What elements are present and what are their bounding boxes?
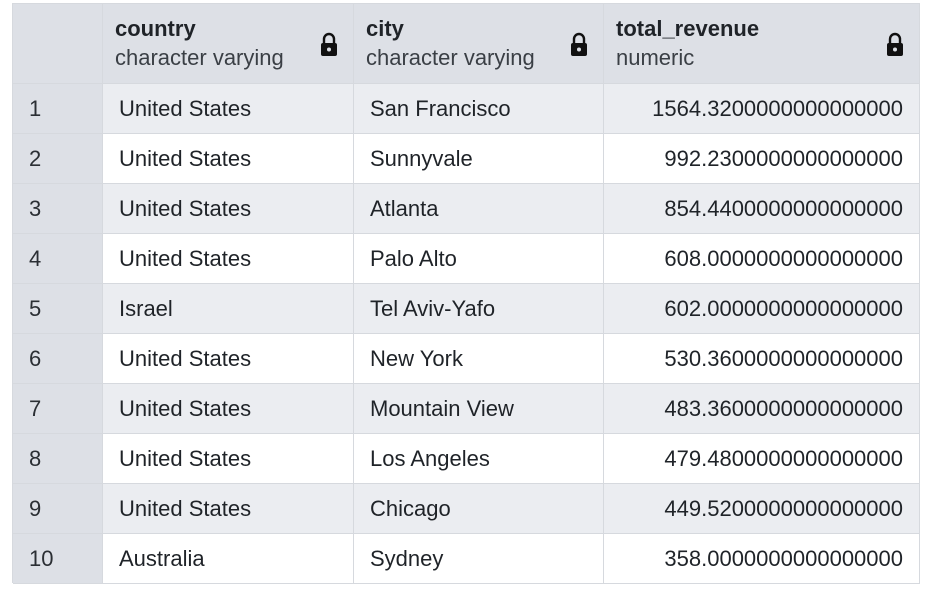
column-header-city[interactable]: city character varying: [354, 4, 604, 84]
cell-total-revenue[interactable]: 854.4400000000000000: [604, 184, 920, 234]
row-number[interactable]: 4: [13, 234, 103, 284]
cell-total-revenue[interactable]: 602.0000000000000000: [604, 284, 920, 334]
cell-city[interactable]: San Francisco: [354, 84, 604, 134]
cell-country[interactable]: United States: [103, 84, 354, 134]
cell-total-revenue[interactable]: 449.5200000000000000: [604, 484, 920, 534]
row-number[interactable]: 6: [13, 334, 103, 384]
results-grid: country character varying city character…: [12, 3, 920, 584]
cell-total-revenue[interactable]: 483.3600000000000000: [604, 384, 920, 434]
cell-country[interactable]: Australia: [103, 534, 354, 584]
column-header-total-revenue[interactable]: total_revenue numeric: [604, 4, 920, 84]
cell-total-revenue[interactable]: 992.2300000000000000: [604, 134, 920, 184]
lock-icon: [571, 32, 587, 56]
column-type: numeric: [616, 44, 695, 70]
column-name: total_revenue: [616, 15, 760, 41]
row-number[interactable]: 9: [13, 484, 103, 534]
row-number[interactable]: 1: [13, 84, 103, 134]
row-number[interactable]: 5: [13, 284, 103, 334]
row-number[interactable]: 8: [13, 434, 103, 484]
cell-city[interactable]: New York: [354, 334, 604, 384]
cell-city[interactable]: Chicago: [354, 484, 604, 534]
row-number[interactable]: 2: [13, 134, 103, 184]
row-number[interactable]: 10: [13, 534, 103, 584]
cell-total-revenue[interactable]: 530.3600000000000000: [604, 334, 920, 384]
cell-total-revenue[interactable]: 358.0000000000000000: [604, 534, 920, 584]
cell-country[interactable]: United States: [103, 484, 354, 534]
column-name: country: [115, 15, 196, 41]
lock-icon: [887, 32, 903, 56]
cell-city[interactable]: Atlanta: [354, 184, 604, 234]
cell-total-revenue[interactable]: 479.4800000000000000: [604, 434, 920, 484]
cell-country[interactable]: United States: [103, 184, 354, 234]
cell-country[interactable]: United States: [103, 384, 354, 434]
cell-total-revenue[interactable]: 608.0000000000000000: [604, 234, 920, 284]
cell-total-revenue[interactable]: 1564.3200000000000000: [604, 84, 920, 134]
cell-city[interactable]: Sydney: [354, 534, 604, 584]
results-grid-container: country character varying city character…: [12, 3, 920, 584]
cell-city[interactable]: Palo Alto: [354, 234, 604, 284]
cell-city[interactable]: Tel Aviv-Yafo: [354, 284, 604, 334]
column-type: character varying: [115, 44, 284, 70]
cell-city[interactable]: Mountain View: [354, 384, 604, 434]
cell-city[interactable]: Los Angeles: [354, 434, 604, 484]
cell-country[interactable]: United States: [103, 434, 354, 484]
cell-country[interactable]: United States: [103, 234, 354, 284]
row-number-header[interactable]: [13, 4, 103, 84]
cell-country[interactable]: United States: [103, 134, 354, 184]
cell-country[interactable]: United States: [103, 334, 354, 384]
row-number[interactable]: 7: [13, 384, 103, 434]
column-name: city: [366, 15, 404, 41]
lock-icon: [321, 32, 337, 56]
column-type: character varying: [366, 44, 535, 70]
cell-country[interactable]: Israel: [103, 284, 354, 334]
column-header-country[interactable]: country character varying: [103, 4, 354, 84]
row-number[interactable]: 3: [13, 184, 103, 234]
cell-city[interactable]: Sunnyvale: [354, 134, 604, 184]
